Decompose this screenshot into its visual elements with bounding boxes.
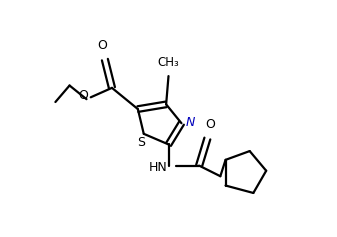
Text: O: O [78,89,88,102]
Text: O: O [205,118,215,132]
Text: N: N [186,115,195,128]
Text: CH₃: CH₃ [158,55,179,68]
Text: S: S [137,136,145,149]
Text: O: O [98,39,108,52]
Text: HN: HN [149,161,167,174]
